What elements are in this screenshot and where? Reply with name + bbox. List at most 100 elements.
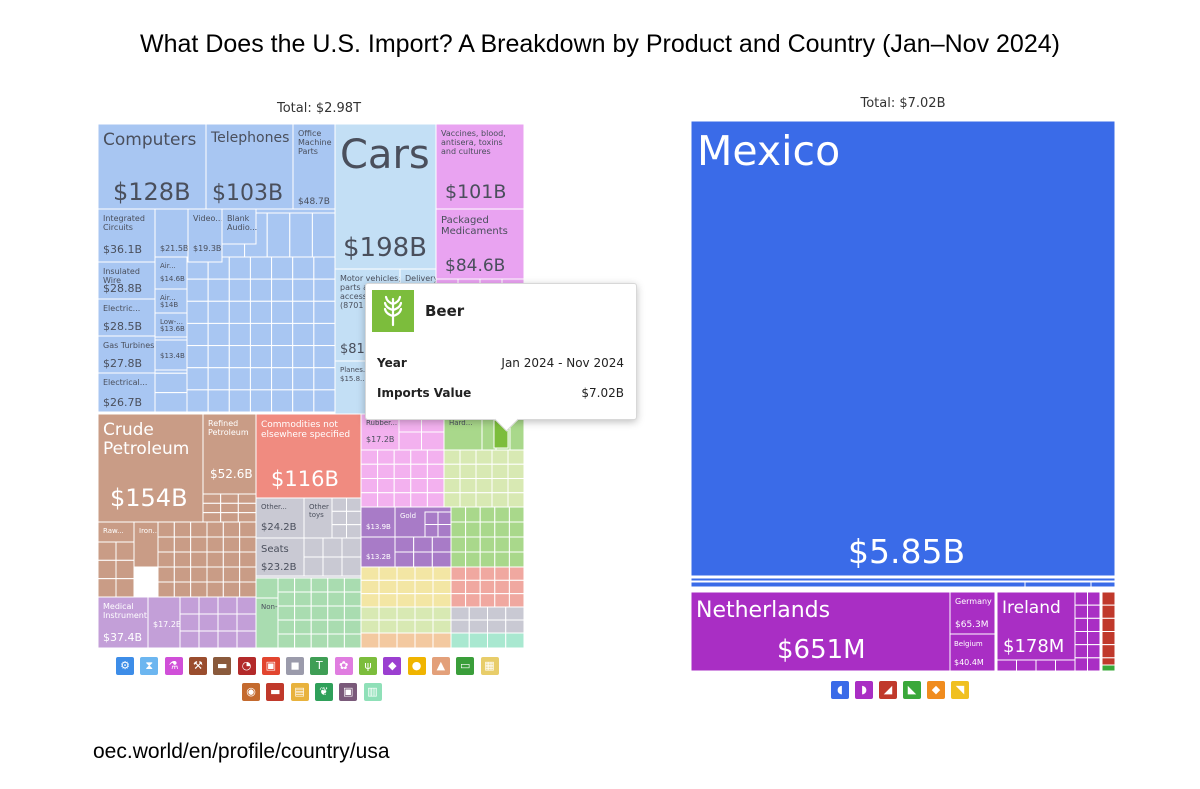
product-value-label: $13.4B [160, 352, 185, 360]
treemap-cell[interactable] [1101, 591, 1116, 606]
tooltip-year-key: Year [377, 356, 407, 370]
treemap-cell[interactable] [1087, 644, 1101, 659]
product-name-label: Iron... [139, 527, 159, 535]
treemap-cell[interactable] [1101, 604, 1116, 619]
box-icon[interactable]: ▣ [261, 657, 280, 675]
country-cell[interactable] [690, 120, 1116, 577]
treemap-cell[interactable] [343, 633, 362, 649]
europe-icon[interactable]: ◗ [855, 681, 873, 699]
product-cell[interactable] [221, 208, 257, 245]
metal-icon[interactable]: ◼ [286, 657, 305, 675]
product-cell[interactable] [147, 596, 181, 649]
product-name-label: Telephones [210, 130, 289, 146]
country-cell[interactable] [1024, 581, 1092, 588]
country-name-label: Belgium [954, 640, 983, 648]
product-value-label: $116B [271, 467, 339, 491]
country-cell[interactable] [1090, 581, 1116, 588]
treemap-cell[interactable] [1087, 617, 1101, 632]
south-america-icon[interactable]: ◣ [903, 681, 921, 699]
leaf-icon[interactable]: ❦ [314, 683, 333, 701]
product-cell[interactable] [187, 208, 223, 263]
animal-icon[interactable]: ▲ [431, 657, 450, 675]
art-icon[interactable]: ▣ [339, 683, 358, 701]
treemap-cell[interactable] [1074, 617, 1088, 632]
fruit-icon[interactable]: ● [407, 657, 426, 675]
africa-icon[interactable]: ◥ [951, 681, 969, 699]
footwear-icon[interactable]: ▥ [363, 683, 382, 701]
treemap-cell[interactable] [1074, 591, 1088, 606]
product-cell[interactable] [292, 123, 336, 210]
asia-icon[interactable]: ◢ [879, 681, 897, 699]
product-value-label: $36.1B [103, 243, 142, 256]
plastic-icon[interactable]: ✿ [334, 657, 353, 675]
treemap-cell[interactable] [432, 632, 452, 649]
treemap-cell[interactable] [1101, 631, 1116, 646]
product-cell[interactable] [154, 339, 188, 371]
product-name-label: Gold [400, 512, 416, 520]
country-cell[interactable] [949, 633, 996, 672]
treemap-cell[interactable] [996, 659, 1017, 672]
anvil-icon[interactable]: ▬ [213, 657, 232, 675]
product-name-label: Hard... [449, 419, 472, 427]
treemap-cell[interactable] [1101, 617, 1116, 632]
gear-icon[interactable]: ⚙ [116, 657, 134, 675]
product-cell[interactable] [205, 123, 294, 210]
product-cell[interactable] [97, 123, 207, 210]
product-cell[interactable] [97, 413, 204, 523]
transport-icon[interactable]: ⧗ [140, 657, 159, 675]
hide-icon[interactable]: ◉ [242, 683, 260, 701]
oceania-icon[interactable]: ◆ [927, 681, 945, 699]
diamond-icon[interactable]: ◆ [383, 657, 402, 675]
treemap-cell[interactable] [1087, 657, 1101, 672]
country-cell[interactable] [690, 581, 1026, 588]
shirt-icon[interactable]: T [310, 657, 329, 675]
tooltip-value-value: $7.02B [581, 386, 624, 400]
product-cell[interactable] [154, 312, 188, 338]
product-cell[interactable] [334, 123, 437, 270]
treemap-cell[interactable] [1074, 631, 1088, 646]
product-cell[interactable] [360, 536, 396, 568]
product-cell[interactable] [154, 256, 188, 290]
product-cell[interactable] [154, 288, 188, 314]
north-america-icon[interactable]: ◖ [831, 681, 849, 699]
product-cell[interactable] [97, 372, 156, 413]
treemap-cell[interactable] [1074, 657, 1088, 672]
treemap-cell[interactable] [1087, 591, 1101, 606]
weapon-icon[interactable]: ▬ [266, 683, 285, 701]
treemap-cell[interactable] [1101, 644, 1116, 659]
paper-icon[interactable]: ▤ [290, 683, 309, 701]
product-cell[interactable] [435, 123, 525, 210]
product-name-label: Cars [340, 132, 430, 178]
product-cell[interactable] [202, 413, 257, 495]
product-name-label: Low-... [160, 318, 183, 326]
country-cell[interactable] [690, 577, 1116, 582]
pickaxe-icon[interactable]: ⚒ [188, 657, 207, 675]
treemap-cell[interactable] [236, 630, 257, 649]
stone-icon[interactable]: ▦ [480, 657, 499, 675]
vehicle-icon[interactable]: ▭ [456, 657, 475, 675]
product-cell[interactable] [154, 208, 189, 263]
country-value-label: $65.3M [955, 620, 989, 630]
product-cell[interactable] [97, 335, 156, 374]
treemap-cell[interactable] [505, 632, 525, 649]
product-value-label: $13.9B [366, 523, 391, 531]
gauge-icon[interactable]: ◔ [237, 657, 256, 675]
product-cell[interactable] [97, 298, 156, 337]
wheat-icon[interactable]: ψ [359, 657, 377, 675]
product-cell[interactable] [443, 413, 483, 451]
product-cell[interactable] [303, 497, 333, 539]
treemap-cell[interactable] [1035, 659, 1056, 672]
treemap-cell[interactable] [1074, 644, 1088, 659]
product-name-label: Medical Instruments [103, 602, 151, 620]
treemap-cell[interactable] [1087, 631, 1101, 646]
country-cell[interactable] [1101, 664, 1116, 672]
treemap-cell[interactable] [1074, 604, 1088, 619]
treemap-cell[interactable] [1087, 604, 1101, 619]
product-value-label: $28.8B [103, 282, 142, 295]
treemap-cell[interactable] [255, 577, 279, 599]
country-cell[interactable] [949, 591, 996, 635]
flask-icon[interactable]: ⚗ [164, 657, 183, 675]
treemap-cell[interactable] [1016, 659, 1037, 672]
treemap-cell[interactable] [1055, 659, 1076, 672]
